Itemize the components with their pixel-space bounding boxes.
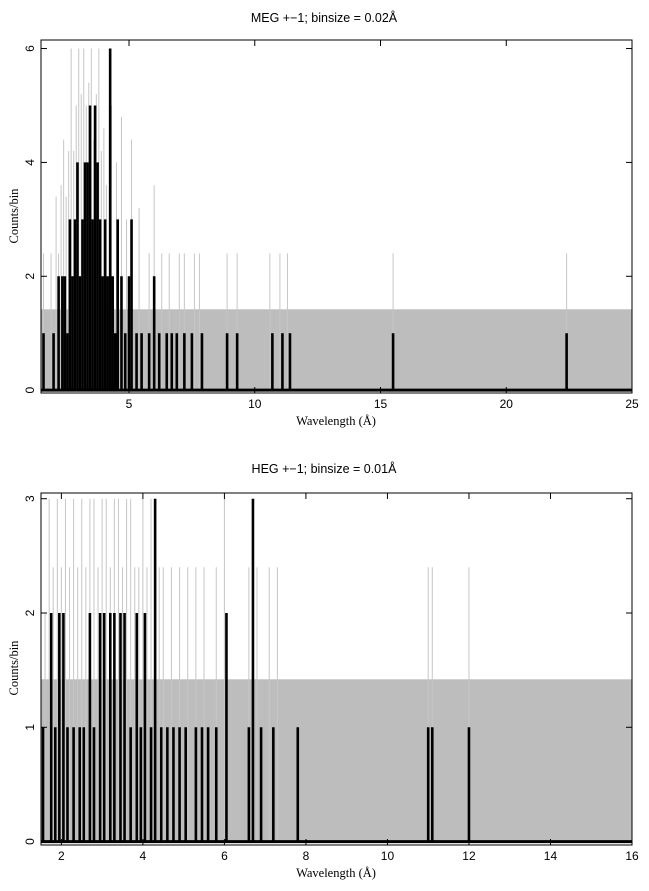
heg-x-tick-label: 6 xyxy=(221,849,228,863)
heg-x-tick-label: 2 xyxy=(58,849,65,863)
heg-title: HEG +−1; binsize = 0.01Å xyxy=(252,461,398,476)
heg-x-tick-label: 14 xyxy=(544,849,558,863)
heg-x-tick-label: 12 xyxy=(462,849,476,863)
meg-y-tick-label: 2 xyxy=(23,273,37,280)
meg-plot-area: 5 10 15 20 25 0 2 4 6 xyxy=(23,39,639,411)
meg-x-tick-label: 5 xyxy=(126,397,133,411)
meg-panel: MEG +−1; binsize = 0.02Å Wavelength (Å) … xyxy=(7,10,639,428)
meg-x-tick-label: 15 xyxy=(374,397,388,411)
meg-y-tick-label: 4 xyxy=(23,159,37,166)
heg-background-band xyxy=(41,679,632,842)
meg-x-tick-label: 25 xyxy=(625,397,639,411)
meg-x-tick-label: 20 xyxy=(500,397,514,411)
heg-x-tick-label: 8 xyxy=(303,849,310,863)
heg-x-tick-label: 4 xyxy=(140,849,147,863)
heg-y-tick-label: 1 xyxy=(23,724,37,731)
heg-x-tick-label: 16 xyxy=(625,849,639,863)
heg-axes-frame xyxy=(40,492,633,846)
meg-title: MEG +−1; binsize = 0.02Å xyxy=(251,10,398,25)
meg-y-tick-label: 6 xyxy=(23,45,37,52)
heg-y-tick-label: 3 xyxy=(23,495,37,502)
heg-ylabel: Counts/bin xyxy=(7,640,21,696)
heg-panel: HEG +−1; binsize = 0.01Å Wavelength (Å) … xyxy=(7,461,639,880)
meg-ylabel: Counts/bin xyxy=(7,188,21,244)
heg-y-tick-label: 0 xyxy=(23,838,37,845)
heg-x-tick-label: 10 xyxy=(381,849,395,863)
meg-x-tick-label: 10 xyxy=(248,397,262,411)
heg-y-tick-label: 2 xyxy=(23,609,37,616)
meg-y-tick-label: 0 xyxy=(23,386,37,393)
meg-axes-frame xyxy=(40,39,633,394)
meg-xlabel: Wavelength (Å) xyxy=(296,414,376,428)
heg-xlabel: Wavelength (Å) xyxy=(296,866,376,880)
